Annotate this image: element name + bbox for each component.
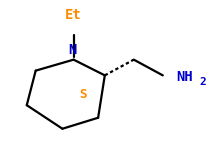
Text: 2: 2	[200, 77, 206, 87]
Text: NH: NH	[176, 70, 193, 84]
Text: N: N	[68, 43, 77, 57]
Text: Et: Et	[65, 8, 82, 22]
Text: S: S	[79, 88, 86, 101]
